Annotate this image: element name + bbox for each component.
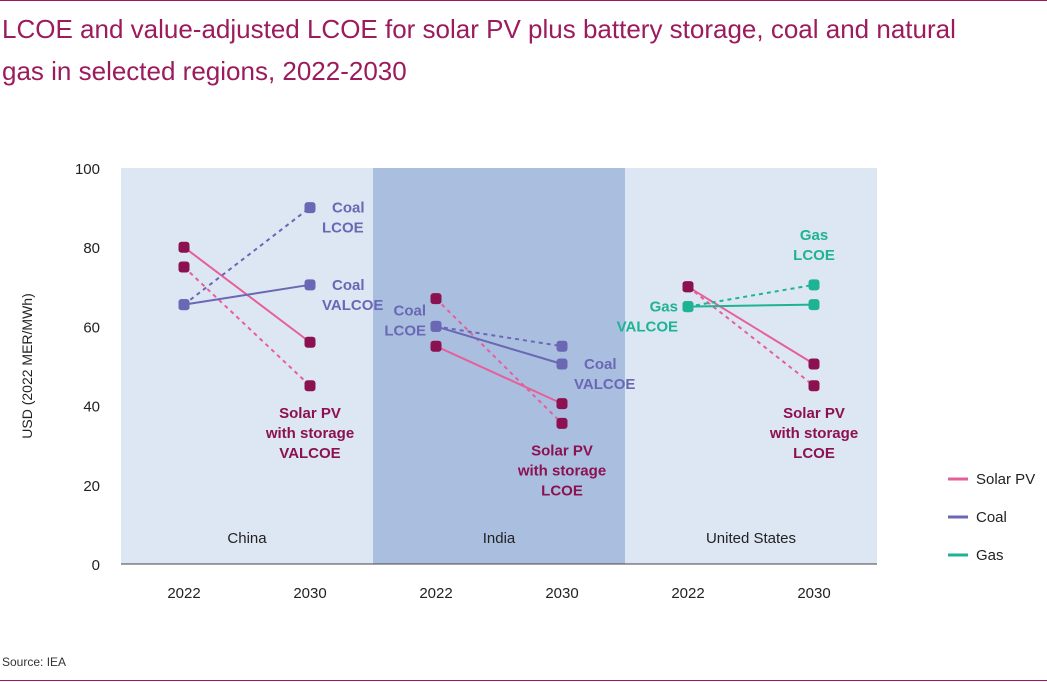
solar-lcoe-point bbox=[178, 261, 190, 273]
solar-valcoe-point bbox=[304, 336, 316, 348]
panel-label: India bbox=[483, 530, 516, 547]
legend-label: Solar PV bbox=[976, 471, 1035, 488]
y-tick-label: 100 bbox=[75, 161, 100, 178]
x-tick-label: 2022 bbox=[671, 585, 704, 602]
solar-valcoe-point bbox=[430, 340, 442, 352]
top-rule bbox=[0, 0, 1047, 1]
annotation-label: Solar PV with storage VALCOE bbox=[265, 405, 354, 462]
y-tick-label: 20 bbox=[83, 478, 100, 495]
coal-valcoe-line bbox=[435, 325, 563, 365]
gas-valcoe-point bbox=[808, 299, 820, 311]
solar-valcoe-point bbox=[556, 398, 568, 410]
solar-lcoe-line bbox=[435, 297, 563, 425]
gas-lcoe-line bbox=[687, 283, 815, 308]
x-tick-label: 2030 bbox=[797, 585, 830, 602]
annotation-label: Solar PV with storage LCOE bbox=[769, 405, 858, 462]
solar-valcoe-point bbox=[682, 281, 694, 293]
coal-valcoe-point bbox=[430, 320, 442, 332]
annotation-label: Gas VALCOE bbox=[617, 299, 678, 336]
solar-valcoe-line bbox=[435, 345, 563, 405]
y-tick-label: 60 bbox=[83, 319, 100, 336]
solar-lcoe-line bbox=[687, 286, 815, 387]
legend-label: Coal bbox=[976, 509, 1007, 526]
panel-label: United States bbox=[706, 530, 796, 547]
gas-valcoe-line bbox=[687, 303, 815, 308]
coal-lcoe-line bbox=[183, 206, 311, 306]
annotation-label: Coal VALCOE bbox=[322, 277, 383, 314]
chart-title: LCOE and value-adjusted LCOE for solar P… bbox=[2, 14, 956, 86]
gas-lcoe-point bbox=[808, 279, 820, 291]
y-tick-label: 80 bbox=[83, 240, 100, 257]
source-note: Source: IEA bbox=[2, 655, 67, 669]
annotation-label: Gas LCOE bbox=[793, 227, 835, 264]
coal-lcoe-line bbox=[435, 325, 563, 348]
solar-lcoe-point bbox=[430, 293, 442, 305]
annotation-label: Coal VALCOE bbox=[574, 356, 635, 393]
solar-lcoe-point bbox=[808, 380, 820, 392]
coal-valcoe-point bbox=[178, 299, 190, 311]
coal-valcoe-point bbox=[304, 279, 316, 291]
x-tick-label: 2030 bbox=[545, 585, 578, 602]
gas-valcoe-point bbox=[682, 301, 694, 313]
x-tick-label: 2030 bbox=[293, 585, 326, 602]
panel-india bbox=[373, 168, 625, 564]
solar-lcoe-point bbox=[556, 417, 568, 429]
solar-valcoe-point bbox=[808, 358, 820, 370]
bottom-rule bbox=[0, 680, 1047, 681]
x-tick-label: 2022 bbox=[419, 585, 452, 602]
panel-united-states bbox=[625, 168, 877, 564]
coal-lcoe-point bbox=[556, 340, 568, 352]
coal-valcoe-line bbox=[183, 283, 311, 306]
y-axis-label: USD (2022 MER/MWh) bbox=[19, 293, 35, 438]
annotation-label: Coal LCOE bbox=[322, 200, 365, 237]
solar-valcoe-line bbox=[687, 285, 815, 365]
coal-lcoe-point bbox=[304, 202, 316, 214]
annotation-label: Solar PV with storage LCOE bbox=[517, 442, 606, 499]
solar-valcoe-point bbox=[178, 241, 190, 253]
panel-china bbox=[121, 168, 373, 564]
solar-lcoe-point bbox=[304, 380, 316, 392]
coal-valcoe-point bbox=[556, 358, 568, 370]
solar-lcoe-line bbox=[183, 266, 311, 387]
x-tick-label: 2022 bbox=[167, 585, 200, 602]
annotation-label: Coal LCOE bbox=[384, 302, 426, 339]
y-tick-label: 0 bbox=[92, 557, 100, 574]
panel-label: China bbox=[227, 530, 267, 547]
y-tick-label: 40 bbox=[83, 399, 100, 416]
legend-label: Gas bbox=[976, 547, 1004, 564]
